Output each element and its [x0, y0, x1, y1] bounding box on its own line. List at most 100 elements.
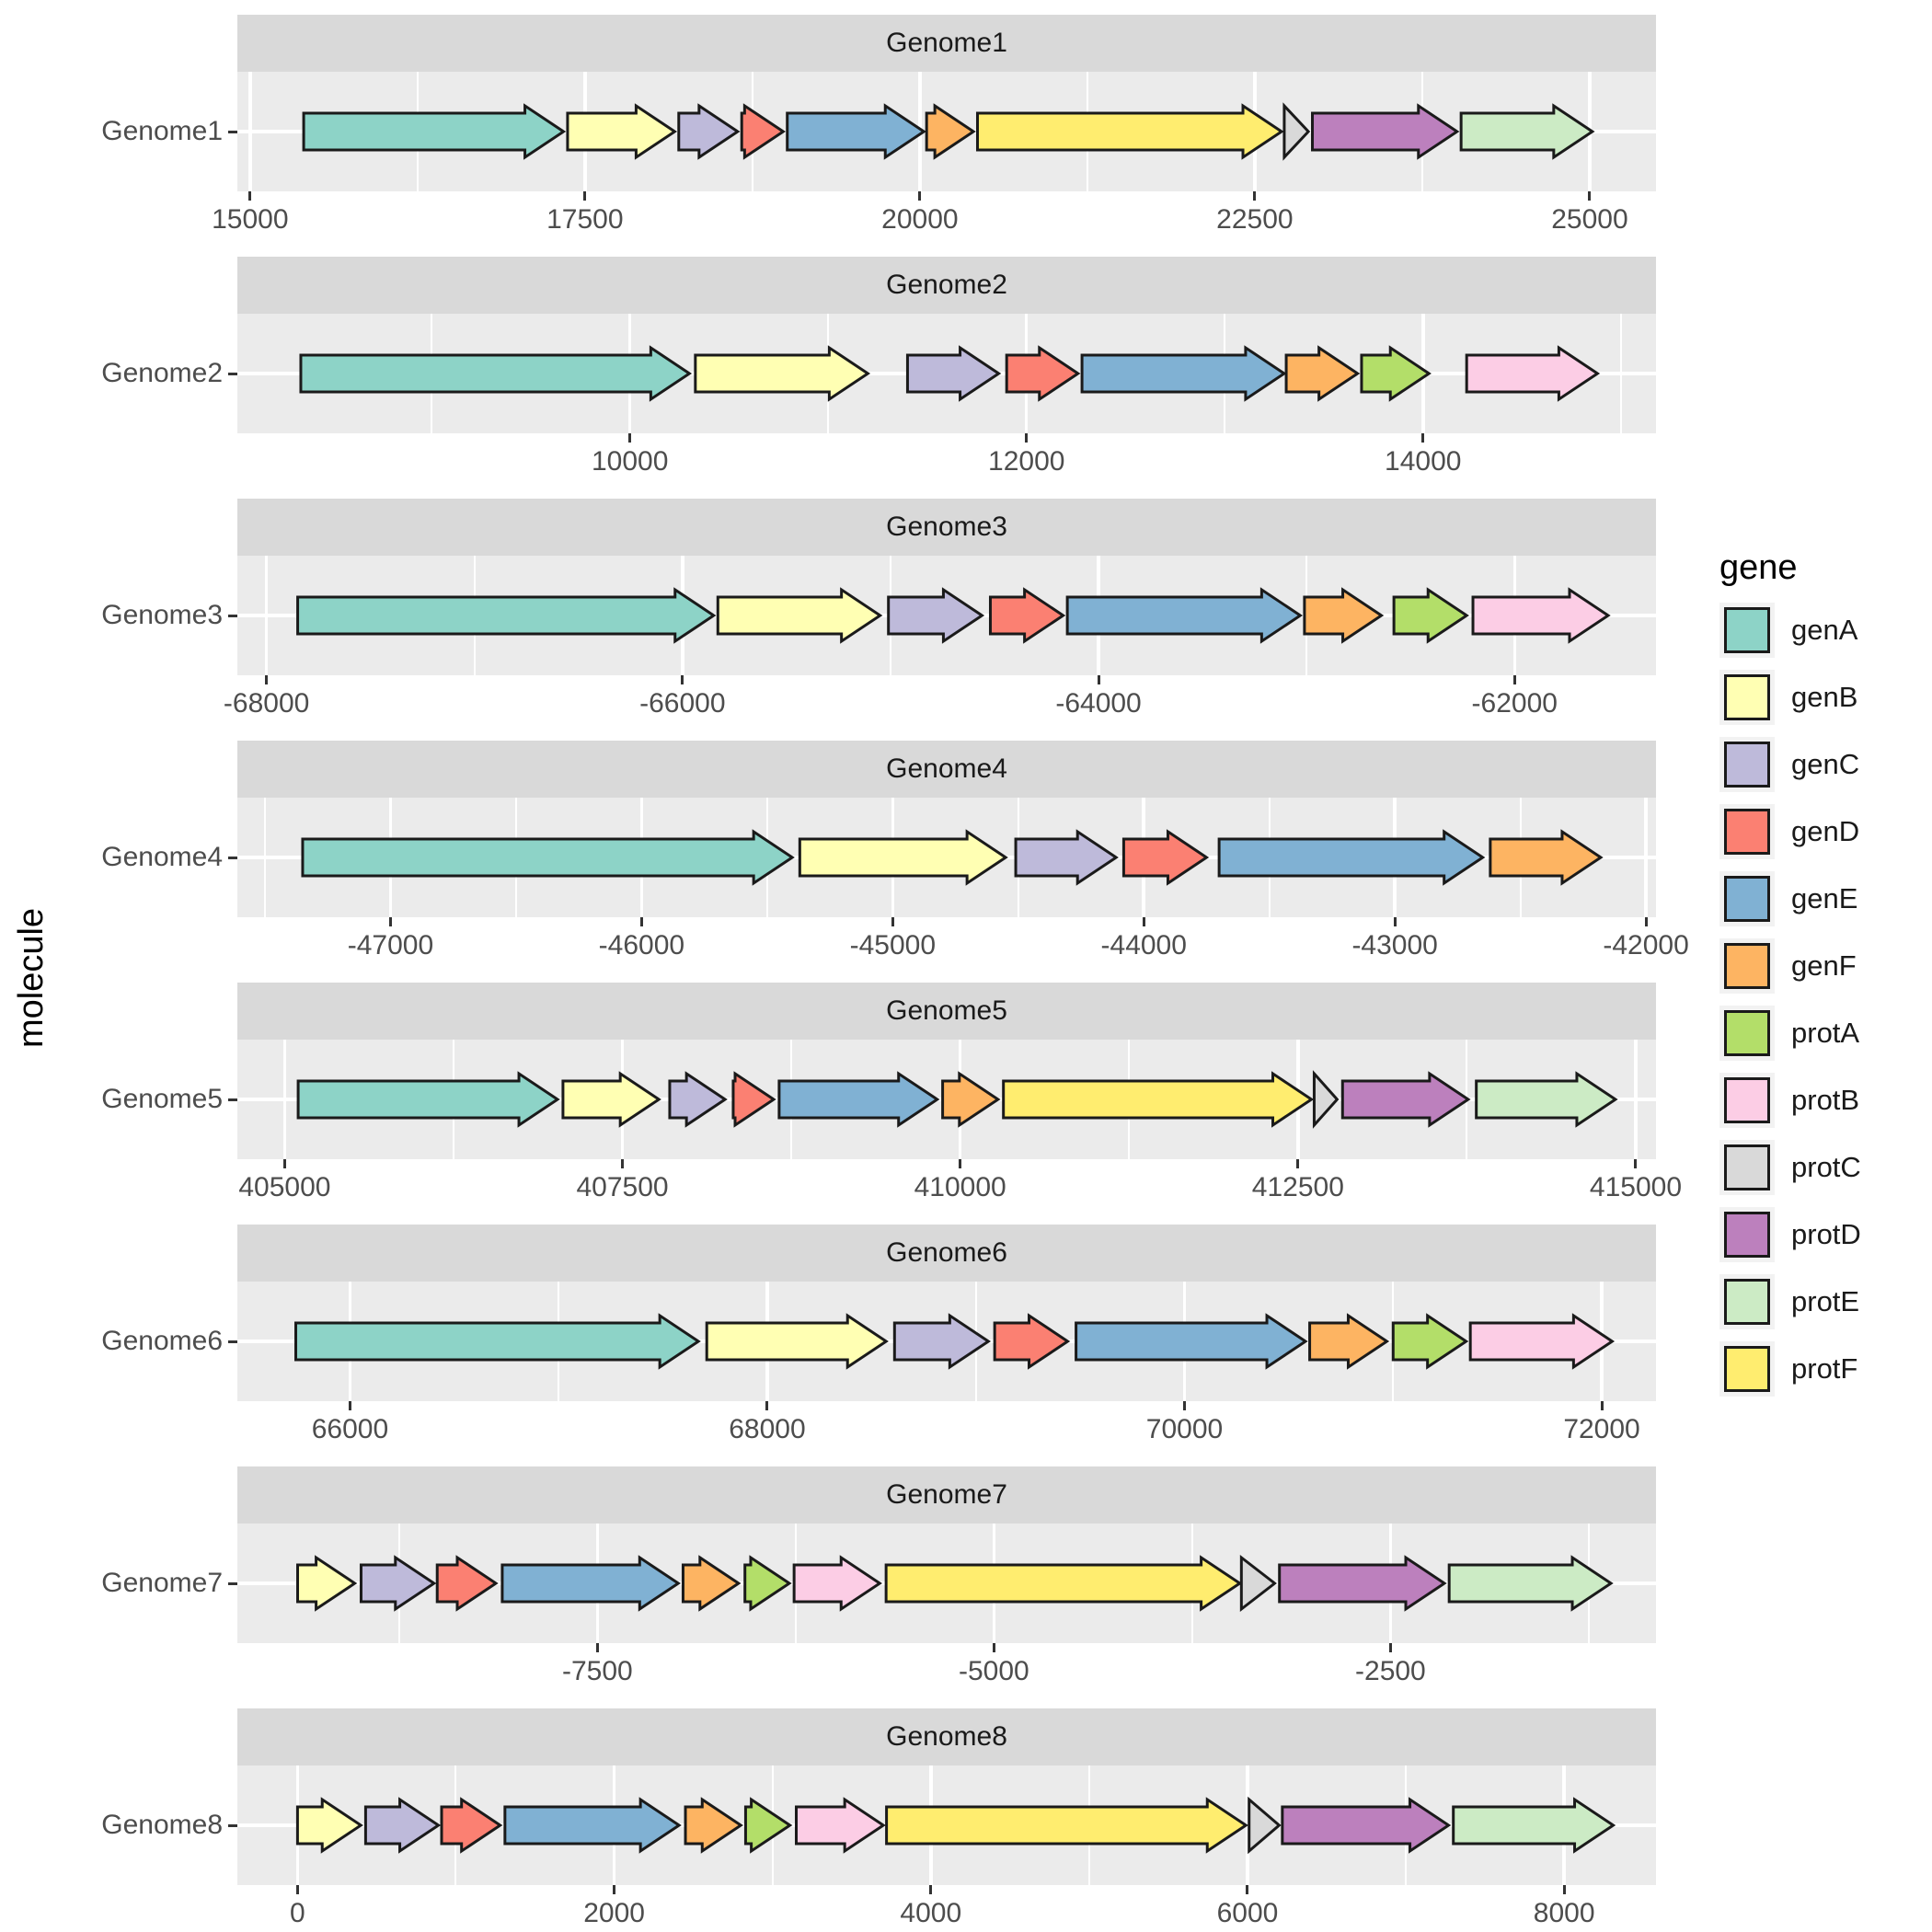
legend-swatch-protA — [1724, 1010, 1770, 1056]
x-axis-tick-label: 12000 — [988, 446, 1065, 477]
x-axis-tick-label: 6000 — [1216, 1898, 1279, 1928]
gene-arrow-protD — [1281, 1797, 1452, 1854]
legend-key — [1719, 1140, 1775, 1195]
x-axis-tick — [1183, 1401, 1186, 1410]
x-axis-tick-label: 20000 — [881, 204, 959, 235]
x-axis-tick-label: -5000 — [959, 1656, 1029, 1686]
facet-title: Genome3 — [886, 512, 1007, 542]
x-axis-tick-label: -2500 — [1355, 1656, 1426, 1686]
x-axis-tick-label: 4000 — [900, 1898, 962, 1928]
facet-title: Genome5 — [886, 995, 1007, 1026]
x-axis-tick — [1142, 917, 1145, 926]
gene-arrow-genA — [299, 345, 693, 402]
x-axis-tick — [388, 917, 392, 926]
gene-arrow-protF — [884, 1555, 1243, 1612]
legend-key — [1719, 670, 1775, 725]
x-axis-tick-label: 15000 — [212, 204, 289, 235]
x-axis-tick — [1562, 1885, 1566, 1894]
gene-arrow-genB — [566, 103, 678, 160]
x-axis-tick-label: 407500 — [576, 1172, 669, 1202]
gene-arrow-genB — [716, 587, 883, 644]
x-axis-tick — [621, 1159, 625, 1168]
gene-arrow-genF — [1489, 829, 1604, 886]
gene-arrow-protA — [743, 1555, 792, 1612]
gene-arrow-genF — [1303, 587, 1385, 644]
facet-strip: Genome2 — [237, 257, 1656, 314]
x-axis-tick-label: -42000 — [1603, 930, 1689, 960]
y-axis-label: Genome7 — [101, 1568, 223, 1598]
gene-arrow-genC — [892, 1313, 992, 1370]
x-axis-tick — [929, 1885, 933, 1894]
x-axis-tick-label: 0 — [290, 1898, 305, 1928]
gene-arrow-genD — [993, 1313, 1071, 1370]
legend-swatch-protD — [1724, 1212, 1770, 1258]
legend-label: genA — [1791, 614, 1858, 646]
gene-arrows-layer — [296, 587, 1611, 644]
panel — [237, 314, 1656, 433]
x-axis-tick — [1393, 917, 1397, 926]
x-axis-tick-label: -47000 — [347, 930, 434, 960]
gene-arrow-genD — [740, 103, 787, 160]
gene-arrow-genA — [293, 1313, 701, 1370]
gene-arrow-genE — [500, 1555, 681, 1612]
panel — [237, 72, 1656, 191]
gene-arrows-layer — [296, 1070, 1618, 1129]
legend-label: protE — [1791, 1285, 1860, 1317]
gene-arrow-protD — [1311, 103, 1460, 160]
y-axis-tick — [228, 1581, 237, 1585]
legend-swatch-genA — [1724, 607, 1770, 653]
gene-arrow-genE — [1080, 345, 1287, 402]
x-axis-tick-label: -7500 — [561, 1656, 633, 1686]
gene-arrow-genC — [359, 1555, 437, 1612]
x-axis-tick-label: 22500 — [1216, 204, 1294, 235]
gene-arrow-genD — [440, 1797, 503, 1854]
facet-strip: Genome8 — [237, 1708, 1656, 1765]
x-axis-tick — [765, 1401, 769, 1410]
y-axis-label: Genome8 — [101, 1810, 223, 1840]
x-axis-tick-label: 68000 — [729, 1414, 806, 1444]
x-axis-tick-label: 412500 — [1251, 1172, 1344, 1202]
gene-arrow-genF — [941, 1071, 1001, 1128]
x-axis-tick — [1097, 675, 1100, 684]
y-axis-label: Genome3 — [101, 600, 223, 630]
gene-arrow-genD — [1005, 345, 1081, 402]
facet-title: Genome1 — [886, 28, 1007, 58]
legend-label: protC — [1791, 1151, 1861, 1183]
x-axis-tick-label: 66000 — [311, 1414, 389, 1444]
legend-label: genE — [1791, 882, 1858, 914]
gene-arrow-genB — [798, 829, 1008, 886]
x-axis-tick — [1421, 433, 1425, 443]
x-axis-tick-label: -43000 — [1351, 930, 1438, 960]
x-axis-tick — [959, 1159, 962, 1168]
y-axis-label: Genome1 — [101, 116, 223, 146]
x-axis-tick — [891, 917, 894, 926]
legend-key — [1719, 1006, 1775, 1061]
legend-key — [1719, 737, 1775, 792]
gene-arrow-genF — [925, 103, 976, 160]
gene-arrow-protC — [1239, 1554, 1277, 1613]
gene-arrow-protA — [1391, 1313, 1469, 1370]
legend-swatch-genB — [1724, 674, 1770, 720]
x-axis-tick-label: 72000 — [1563, 1414, 1640, 1444]
gene-arrow-protC — [1282, 102, 1311, 161]
gene-arrow-genA — [302, 103, 567, 160]
gene-arrow-protE — [1459, 103, 1595, 160]
gene-arrows-layer — [302, 102, 1595, 161]
x-axis-tick — [918, 191, 922, 201]
gene-arrow-genE — [777, 1071, 940, 1128]
panel — [237, 1765, 1656, 1885]
x-axis-tick — [1588, 191, 1592, 201]
legend-label: genD — [1791, 815, 1860, 847]
x-axis-tick — [613, 1885, 616, 1894]
legend-label: genF — [1791, 949, 1857, 982]
legend-key — [1719, 603, 1775, 658]
y-axis-tick — [228, 1340, 237, 1343]
x-axis-tick-label: -68000 — [223, 688, 310, 719]
gene-arrow-genA — [296, 1071, 560, 1128]
legend-swatch-protB — [1724, 1077, 1770, 1123]
gene-arrow-protB — [792, 1555, 882, 1612]
facet-strip: Genome5 — [237, 983, 1656, 1040]
x-axis-tick — [1296, 1159, 1300, 1168]
facet-strip: Genome4 — [237, 741, 1656, 798]
